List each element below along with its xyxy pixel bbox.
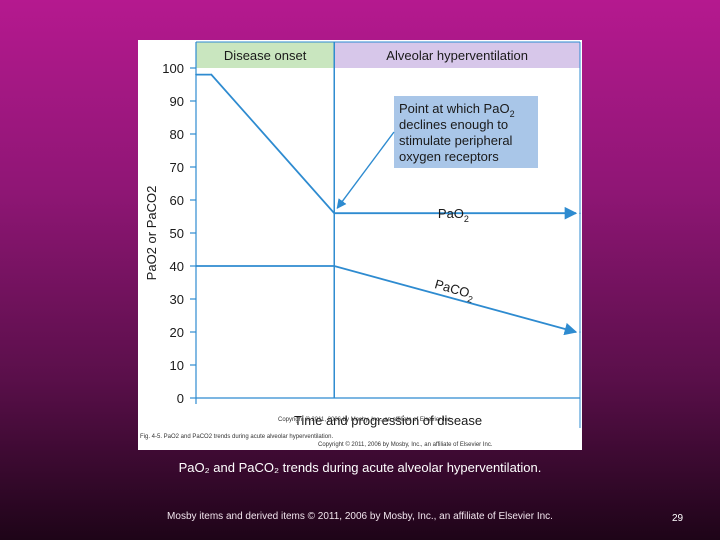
data-point-paco2 — [333, 265, 336, 267]
series-label-pao2: PaO2 — [438, 206, 469, 224]
y-tick-label: 50 — [170, 226, 184, 241]
series-line-pao2 — [196, 73, 578, 220]
data-point-pao2 — [333, 212, 336, 214]
y-tick-label: 0 — [177, 391, 184, 406]
y-tick-label: 20 — [170, 325, 184, 340]
phase-header-onset: Disease onset — [224, 48, 307, 63]
y-axis-label: PaO2 or PaCO2 — [144, 186, 159, 281]
y-tick-label: 60 — [170, 193, 184, 208]
data-point-paco2 — [195, 265, 197, 267]
annotation-sub: 2 — [510, 109, 515, 119]
y-tick-label: 70 — [170, 160, 184, 175]
data-point-pao2 — [210, 73, 213, 76]
phase-header-hyperventilation-bg — [334, 42, 580, 68]
footer-credit: Mosby items and derived items © 2011, 20… — [167, 511, 553, 522]
y-tick-label: 80 — [170, 127, 184, 142]
figure-copyright-2: Copyright © 2011, 2006 by Mosby, Inc., a… — [318, 441, 493, 448]
y-tick-label: 30 — [170, 292, 184, 307]
series-label-paco2-sub: 2 — [466, 294, 474, 305]
y-tick-label: 90 — [170, 94, 184, 109]
slide-caption: PaO₂ and PaCO₂ trends during acute alveo… — [178, 460, 542, 475]
y-tick-label: 40 — [170, 259, 184, 274]
annotation-arrow — [336, 131, 395, 209]
y-tick-label: 10 — [170, 358, 184, 373]
data-point-paco2 — [579, 331, 581, 333]
annotation-line: Point at which PaO2 — [399, 101, 515, 119]
x-axis-label: Time and progression of disease — [294, 413, 482, 428]
figure-panel: Disease onset Alveolar hyperventilation 0… — [138, 40, 582, 450]
annotation-line: stimulate peripheral — [399, 133, 513, 148]
annotation-box — [394, 96, 538, 168]
y-tick-label: 100 — [162, 61, 184, 76]
series-label-paco2: PaCO2 — [432, 276, 476, 304]
data-point-pao2 — [195, 73, 197, 76]
data-point-pao2 — [579, 212, 581, 214]
phase-header-onset-bg — [196, 42, 335, 68]
figure-caption: Fig. 4-5. PaO2 and PaCO2 trends during a… — [140, 434, 333, 440]
figure-copyright-1: Copyright © 2011, 2006 by Mosby, Inc., a… — [278, 416, 453, 423]
annotation-line: oxygen receptors — [399, 149, 499, 164]
series-label-pao2-sub: 2 — [464, 214, 469, 224]
annotation-line: declines enough to — [399, 117, 508, 132]
chart: Disease onset Alveolar hyperventilation 0… — [140, 41, 581, 448]
series-line-paco2 — [196, 265, 578, 336]
phase-header-hyperventilation: Alveolar hyperventilation — [386, 48, 528, 63]
page-number: 29 — [672, 513, 684, 524]
